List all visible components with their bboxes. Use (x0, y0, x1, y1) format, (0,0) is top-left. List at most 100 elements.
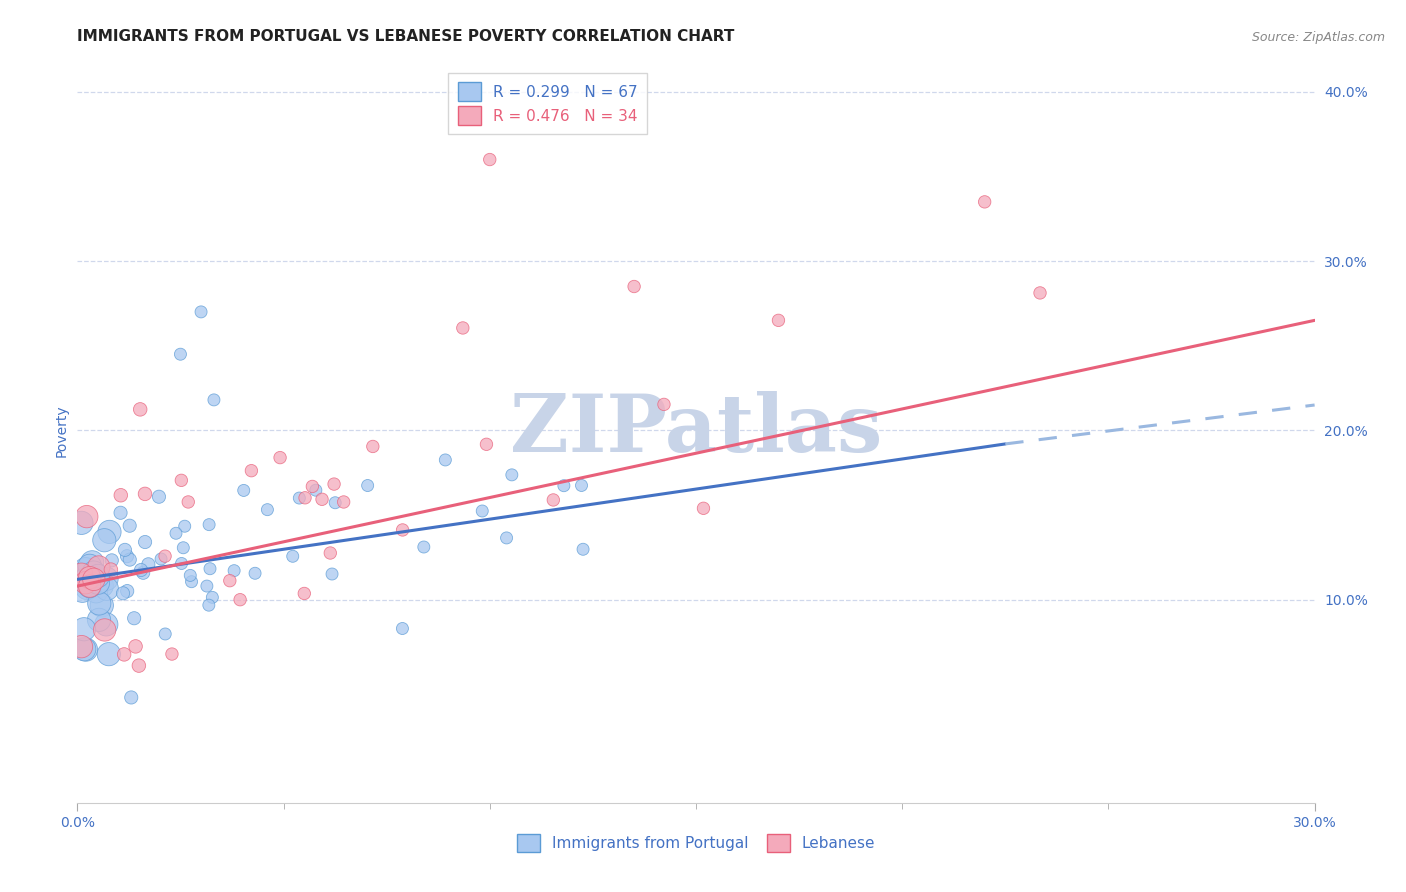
Point (73, 642, 96, 657)
Point (112, 586, 135, 600)
Point (321, 567, 343, 582)
Point (100, 563, 122, 577)
Point (190, 305, 212, 319)
Point (128, 658, 150, 673)
Point (97, 647, 120, 661)
Point (165, 526, 187, 541)
Point (120, 690, 142, 705)
Point (75, 642, 97, 657)
Point (305, 483, 328, 498)
Point (87, 613, 110, 627)
Point (82, 555, 104, 569)
Point (323, 477, 346, 491)
Y-axis label: Poverty: Poverty (55, 404, 69, 457)
Point (202, 392, 225, 407)
Point (495, 531, 517, 545)
Point (319, 546, 342, 560)
Point (73, 622, 96, 636)
Point (169, 347, 191, 361)
Point (110, 506, 132, 520)
Point (134, 535, 156, 549)
Point (323, 496, 346, 510)
Point (478, 153, 501, 167)
Point (243, 566, 266, 581)
Point (391, 523, 413, 537)
Point (361, 440, 384, 454)
Point (96, 582, 118, 596)
Point (87, 560, 110, 574)
Point (114, 542, 136, 557)
Point (173, 519, 195, 533)
Point (79, 571, 101, 585)
Point (129, 563, 152, 577)
Point (129, 402, 152, 417)
Point (471, 504, 494, 518)
Point (75, 573, 97, 587)
Point (70, 567, 93, 582)
Point (198, 598, 221, 612)
Point (1029, 285, 1052, 300)
Point (332, 495, 354, 509)
Point (118, 552, 141, 566)
Point (571, 478, 593, 492)
Point (83, 573, 105, 587)
Point (87, 569, 110, 583)
Point (110, 488, 132, 502)
Point (572, 542, 595, 557)
Point (160, 647, 183, 661)
Point (623, 279, 645, 293)
Point (115, 584, 138, 599)
Point (153, 549, 176, 563)
Point (180, 574, 202, 589)
Point (79, 558, 101, 573)
Point (198, 562, 221, 576)
Point (229, 592, 252, 607)
Point (179, 568, 201, 582)
Point (96, 572, 118, 586)
Point (93, 623, 115, 637)
Point (195, 579, 218, 593)
Point (124, 640, 146, 654)
Point (240, 464, 263, 478)
Point (281, 549, 304, 564)
Point (79, 579, 101, 593)
Point (543, 492, 565, 507)
Point (148, 490, 170, 504)
Point (451, 321, 474, 335)
Point (475, 437, 498, 451)
Point (692, 501, 714, 516)
Point (150, 552, 173, 566)
Point (70, 516, 93, 530)
Point (256, 502, 278, 516)
Point (70, 640, 93, 654)
Point (101, 553, 124, 567)
Point (75, 562, 97, 576)
Point (138, 558, 160, 572)
Point (973, 194, 995, 209)
Text: ZIPatlas: ZIPatlas (510, 392, 882, 469)
Point (93, 533, 115, 548)
Point (201, 591, 224, 605)
Point (172, 541, 194, 555)
Point (90, 599, 112, 613)
Point (391, 622, 413, 636)
Point (356, 478, 378, 492)
Point (652, 397, 675, 411)
Point (80, 571, 103, 585)
Point (134, 487, 156, 501)
Point (170, 474, 193, 488)
Point (76, 581, 98, 595)
Point (98, 524, 121, 539)
Point (177, 495, 200, 509)
Point (269, 450, 291, 465)
Point (72, 583, 94, 598)
Point (218, 574, 240, 588)
Point (501, 467, 523, 482)
Point (79, 579, 101, 593)
Point (294, 491, 316, 505)
Point (122, 611, 145, 625)
Point (96, 617, 118, 632)
Point (89, 597, 111, 611)
Point (224, 564, 246, 578)
Point (288, 491, 311, 505)
